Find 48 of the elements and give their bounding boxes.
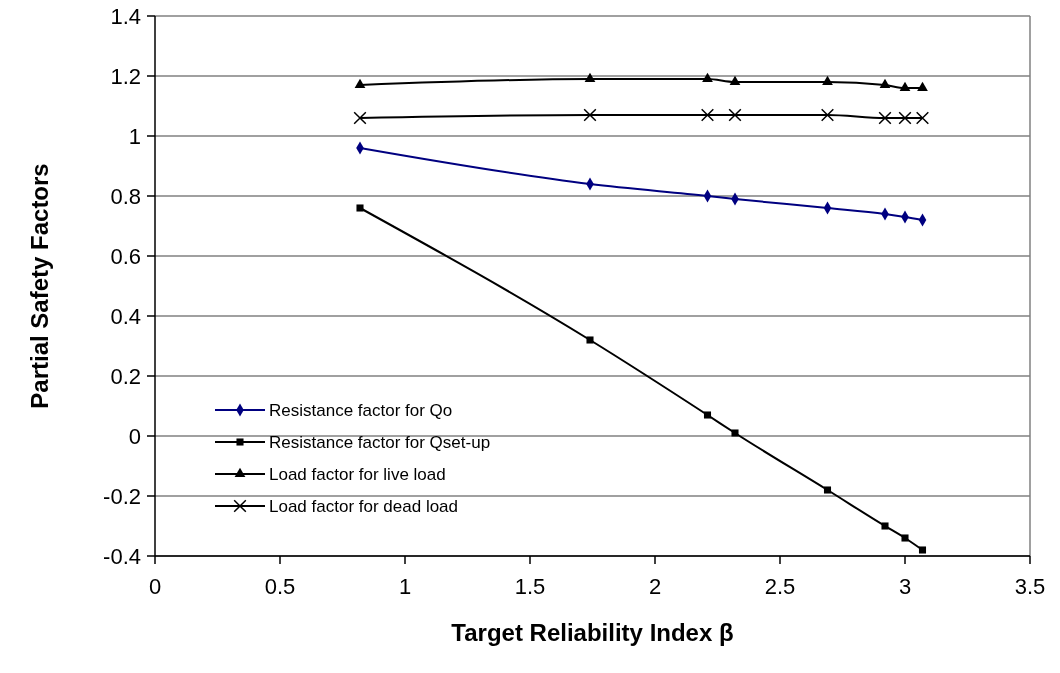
- y-axis-title: Partial Safety Factors: [26, 163, 53, 409]
- x-tick-label: 1.5: [514, 574, 546, 599]
- point: [823, 486, 832, 494]
- x-tick-label: 3: [898, 574, 912, 599]
- point: [586, 336, 594, 344]
- y-tick-label: 1.2: [110, 63, 141, 89]
- y-tick-label: 0.6: [110, 243, 141, 269]
- legend-label: Resistance factor for Qo: [269, 400, 453, 420]
- point: [703, 411, 712, 419]
- x-tick-label: 2: [648, 574, 662, 599]
- point: [583, 108, 597, 122]
- point: [917, 81, 928, 92]
- point: [700, 108, 715, 122]
- x-tick-label: 1: [398, 574, 412, 599]
- x-tick-label: 0: [148, 574, 162, 599]
- point: [820, 108, 835, 122]
- point: [918, 546, 927, 554]
- point: [901, 534, 909, 542]
- x-tick-label: 0.5: [264, 574, 296, 599]
- point: [356, 204, 364, 212]
- legend-label: Load factor for live load: [269, 464, 446, 484]
- y-tick-label: 0.2: [110, 363, 141, 389]
- y-tick-label: -0.2: [103, 483, 141, 509]
- x-axis-title: Target Reliability Index β: [451, 619, 734, 646]
- y-tick-label: 1: [128, 123, 141, 149]
- x-tick-label: 2.5: [764, 574, 796, 599]
- x-tick-label: 3.5: [1014, 574, 1046, 599]
- y-tick-label: -0.4: [103, 543, 141, 569]
- y-tick-label: 0.4: [110, 303, 141, 329]
- point: [879, 78, 891, 89]
- point: [729, 75, 741, 86]
- legend-label: Resistance factor for Qset-up: [269, 432, 491, 452]
- point: [878, 111, 892, 125]
- point: [899, 81, 911, 92]
- y-tick-label: 1.4: [110, 3, 141, 29]
- point: [731, 429, 739, 437]
- y-tick-label: 0: [128, 423, 141, 449]
- point: [728, 108, 742, 122]
- point: [898, 111, 912, 125]
- point: [584, 72, 596, 83]
- y-tick-label: 0.8: [110, 183, 141, 209]
- point: [353, 111, 367, 125]
- point: [822, 75, 833, 86]
- point: [881, 522, 889, 530]
- point: [702, 72, 713, 83]
- point: [915, 111, 930, 125]
- point: [354, 78, 366, 89]
- legend-label: Load factor for dead load: [269, 496, 459, 516]
